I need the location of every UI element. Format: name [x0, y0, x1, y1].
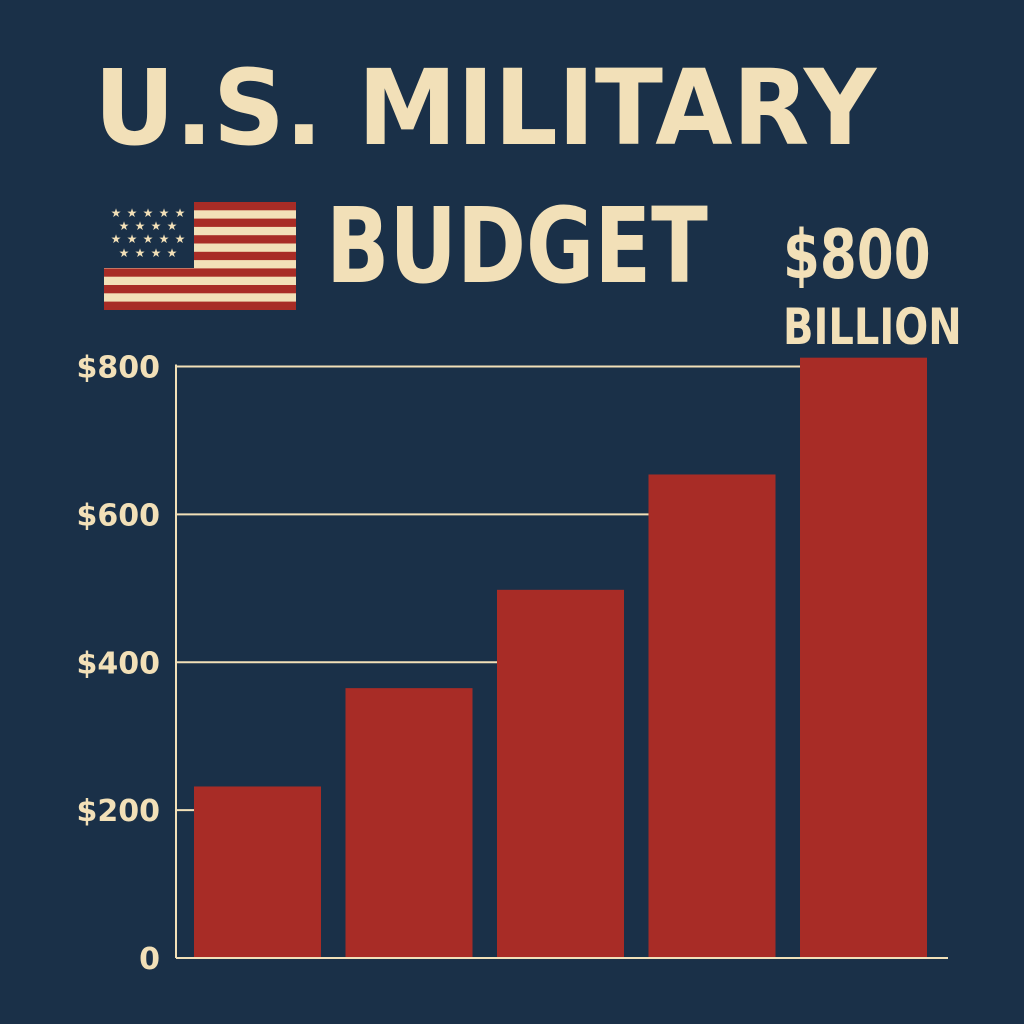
y-tick-label-0: 0	[139, 942, 160, 977]
svg-text:★: ★	[127, 206, 138, 220]
bar-2	[345, 688, 473, 957]
bars	[194, 357, 927, 957]
svg-text:★: ★	[159, 232, 170, 246]
us-flag-icon: ★ ★ ★ ★ ★ ★ ★ ★ ★ ★ ★ ★ ★ ★ ★ ★ ★ ★	[104, 202, 296, 310]
bar-1	[194, 786, 321, 957]
chart-title-line-2: BUDGET	[326, 185, 708, 307]
bar-3	[497, 589, 624, 957]
gridlines	[176, 365, 800, 812]
svg-text:★: ★	[151, 246, 162, 260]
svg-text:★: ★	[167, 246, 178, 260]
y-tick-labels: 0 $200 $400 $600 $800	[77, 351, 161, 977]
bar-4	[648, 474, 776, 957]
svg-text:★: ★	[119, 246, 130, 260]
y-tick-label-200: $200	[77, 794, 161, 829]
svg-text:★: ★	[111, 206, 122, 220]
callout-amount: $800	[783, 216, 931, 295]
chart-title-line-1: U.S. MILITARY	[94, 47, 877, 169]
svg-text:★: ★	[175, 232, 186, 246]
svg-text:★: ★	[119, 219, 130, 233]
svg-text:★: ★	[151, 219, 162, 233]
svg-text:★: ★	[127, 232, 138, 246]
y-tick-label-800: $800	[77, 351, 161, 386]
bar-5	[800, 357, 927, 957]
svg-text:★: ★	[143, 232, 154, 246]
svg-text:★: ★	[135, 246, 146, 260]
svg-text:★: ★	[135, 219, 146, 233]
y-tick-label-400: $400	[77, 646, 161, 681]
svg-text:★: ★	[111, 232, 122, 246]
axes	[175, 364, 948, 959]
svg-text:★: ★	[175, 206, 186, 220]
svg-text:★: ★	[159, 206, 170, 220]
svg-text:★: ★	[167, 219, 178, 233]
svg-text:★: ★	[143, 206, 154, 220]
y-tick-label-600: $600	[77, 498, 161, 533]
callout-unit: BILLION	[783, 298, 962, 356]
